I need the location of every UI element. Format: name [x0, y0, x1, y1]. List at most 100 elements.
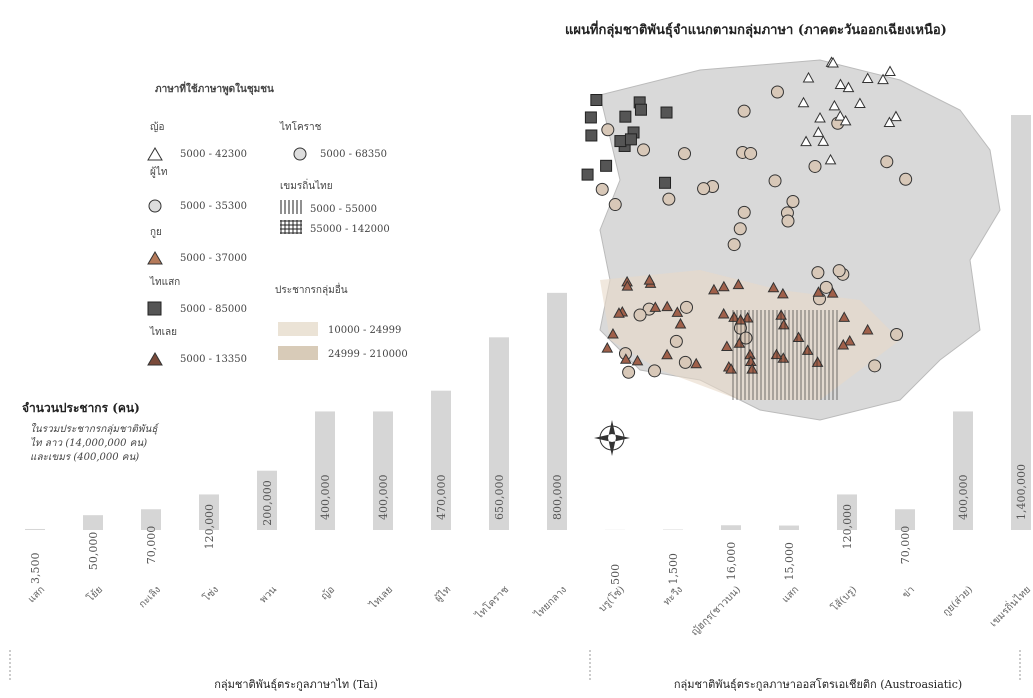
- value-label: 800,000: [551, 475, 564, 521]
- map-symbol: [885, 67, 895, 76]
- map-symbol: [615, 136, 626, 147]
- legend-symbol: [148, 353, 162, 365]
- map-symbol: [620, 111, 631, 122]
- legend-range: 10000 - 24999: [328, 325, 401, 336]
- group-label: กลุ่มชาติพันธุ์ตระกูลภาษาออสโตรเอเชียติก…: [674, 677, 962, 691]
- map-symbol: [728, 239, 740, 251]
- x-tick-label: กูย(ส่วย): [941, 584, 975, 618]
- legend-name: กูย: [150, 227, 162, 238]
- value-label: 15,000: [783, 542, 796, 581]
- x-tick-label: แสก: [780, 584, 801, 605]
- legend-symbol: [278, 322, 318, 336]
- value-label: 120,000: [841, 504, 854, 550]
- map-symbol: [591, 95, 602, 106]
- map-symbol: [596, 183, 608, 195]
- map-symbol: [609, 199, 621, 211]
- legend-range: 5000 - 37000: [180, 253, 247, 264]
- legend-symbol: [148, 148, 162, 160]
- value-label: 1,400,000: [1015, 464, 1028, 520]
- x-tick-label: ไทยกลาง: [532, 584, 570, 622]
- x-tick-label: พวน: [258, 584, 279, 605]
- legend-name: เขมรถิ่นไทย: [280, 178, 333, 192]
- value-label: 120,000: [203, 504, 216, 550]
- map-symbol: [661, 107, 672, 118]
- legend-range: 24999 - 210000: [328, 349, 408, 360]
- value-label: 500: [609, 564, 622, 585]
- map-symbol: [812, 267, 824, 279]
- x-tick-label: กะเลิง: [137, 584, 163, 610]
- value-label: 400,000: [957, 475, 970, 521]
- x-tick-label: ผู้ไท: [432, 584, 453, 605]
- value-label: 1,500: [667, 553, 680, 585]
- map-symbol: [601, 160, 612, 171]
- legend-range: 55000 - 142000: [310, 224, 390, 235]
- legend-symbol: [280, 200, 302, 214]
- legend-symbol: [280, 220, 302, 234]
- map-symbol: [602, 343, 612, 352]
- legend-name: ไทโคราช: [279, 120, 322, 133]
- map-symbol: [602, 124, 614, 136]
- group-label: กลุ่มชาติพันธุ์ตระกูลภาษาไท (Tai): [214, 678, 378, 691]
- x-tick-label: ไทเลย: [367, 584, 395, 612]
- map-symbol: [782, 215, 794, 227]
- map-symbol: [738, 105, 750, 117]
- map-symbol: [586, 130, 597, 141]
- note: และเขมร (400,000 คน): [30, 452, 139, 463]
- legend-title: ภาษาที่ใช้ภาษาพูดในชุมชน: [155, 81, 274, 96]
- x-tick-label: โย้ย: [84, 583, 105, 604]
- compass: [594, 420, 630, 456]
- legend-symbol: [148, 302, 161, 315]
- x-tick-label: ญัฮกุร(ชาวบน): [689, 584, 743, 638]
- x-tick-label: ญ้อ: [318, 584, 337, 603]
- x-tick-label: ไทโคราช: [472, 583, 511, 622]
- map-symbol: [582, 169, 593, 180]
- note: ไท ลาว (14,000,000 คน): [30, 437, 147, 449]
- x-tick-label: ทะวืง: [661, 584, 685, 608]
- y-label: จำนวนประชากร (คน): [22, 401, 140, 415]
- map-symbol: [833, 265, 845, 277]
- map-symbol: [679, 356, 691, 368]
- page: แผนที่กลุ่มชาติพันธุ์จำแนกตามกลุ่มภาษา (…: [0, 0, 1033, 698]
- map-symbol: [623, 366, 635, 378]
- map: [582, 57, 1000, 456]
- legend-name: ไทแสก: [149, 276, 180, 288]
- map-symbol: [663, 193, 675, 205]
- x-tick-label: โส้(บรู): [828, 583, 859, 614]
- map-symbol: [678, 148, 690, 160]
- map-symbol: [625, 134, 636, 145]
- map-symbol: [769, 175, 781, 187]
- value-label: 16,000: [725, 542, 738, 581]
- legend-symbol: [278, 346, 318, 360]
- map-symbol: [649, 365, 661, 377]
- legend-name: ผู้ไท: [150, 166, 167, 178]
- value-label: 3,500: [29, 552, 42, 584]
- x-tick-label: แสก: [26, 584, 47, 605]
- map-symbol: [771, 86, 783, 98]
- value-label: 70,000: [145, 526, 158, 565]
- bar: [83, 515, 103, 530]
- map-symbol: [734, 223, 746, 235]
- value-label: 470,000: [435, 475, 448, 521]
- map-symbol: [670, 335, 682, 347]
- map-symbol: [900, 173, 912, 185]
- map-symbol: [585, 112, 596, 123]
- value-label: 650,000: [493, 475, 506, 521]
- bar: [779, 526, 799, 530]
- value-label: 400,000: [377, 475, 390, 521]
- legend-symbol: [149, 200, 161, 212]
- legend-name: ประชากรกลุ่มอื่น: [275, 282, 348, 296]
- map-symbol: [809, 160, 821, 172]
- map-symbol: [681, 301, 693, 313]
- map-symbol: [660, 177, 671, 188]
- legend-name: ไทเลย: [149, 326, 177, 338]
- x-tick-label: ข่า: [901, 584, 918, 601]
- map-symbol: [869, 360, 881, 372]
- map-symbol: [745, 147, 757, 159]
- map-symbol: [635, 104, 646, 115]
- value-label: 70,000: [899, 526, 912, 565]
- map-symbol: [891, 329, 903, 341]
- x-tick-label: เขมรถิ่นไทย: [986, 582, 1033, 629]
- legend-range: 5000 - 85000: [180, 304, 247, 315]
- map-symbol: [698, 183, 710, 195]
- legend-range: 5000 - 13350: [180, 354, 247, 365]
